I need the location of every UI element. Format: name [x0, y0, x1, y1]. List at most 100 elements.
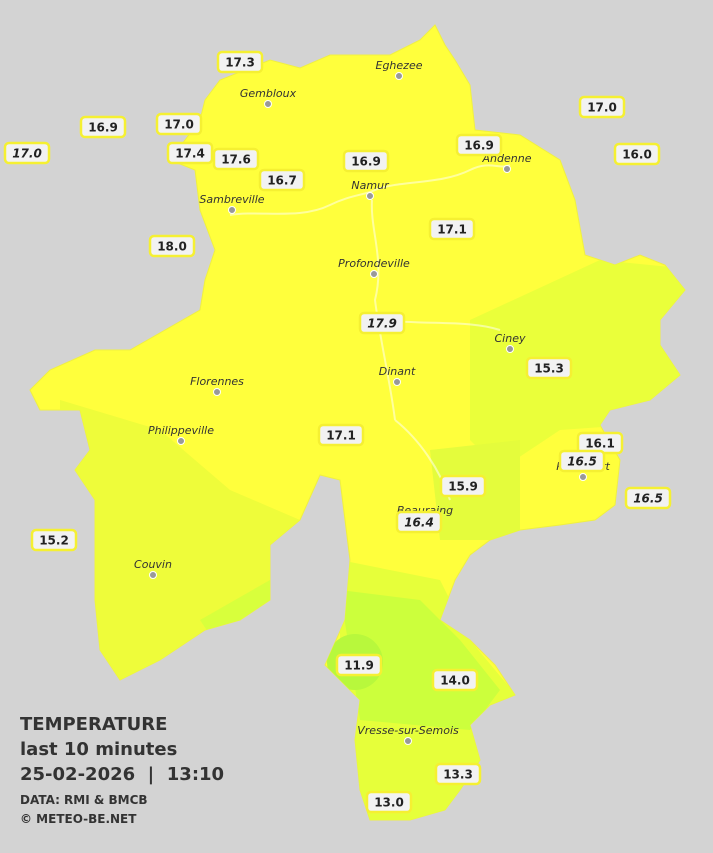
station-value: 16.9 [351, 155, 381, 169]
town-dot [404, 737, 412, 745]
town-label: Eghezee [376, 59, 423, 72]
station-value: 13.0 [374, 796, 404, 810]
town-dot [213, 388, 221, 396]
town-label: Florennes [190, 375, 244, 388]
station-value: 11.9 [344, 659, 374, 673]
station: 17.0 [3, 141, 51, 165]
town-dot [503, 165, 511, 173]
station: 17.6 [212, 147, 260, 171]
town-dot [579, 473, 587, 481]
legend-credit: © METEO-BE.NET [20, 812, 137, 826]
station: 15.2 [30, 528, 78, 552]
station-value: 17.1 [437, 223, 467, 237]
station-value: 18.0 [157, 240, 187, 254]
town-dot [370, 270, 378, 278]
station-box [358, 311, 406, 335]
station-box [431, 668, 479, 692]
station: 16.5 [558, 449, 606, 473]
station-box [365, 790, 413, 814]
station-value: 14.0 [440, 674, 470, 688]
station-box [434, 762, 482, 786]
station: 17.1 [317, 423, 365, 447]
town-label: Gembloux [240, 87, 297, 100]
station: 17.4 [166, 141, 214, 165]
station-box [428, 217, 476, 241]
station-box [395, 510, 443, 534]
station: 11.9 [335, 653, 383, 677]
legend-subtitle: last 10 minutes [20, 739, 177, 760]
station: 17.9 [358, 311, 406, 335]
province [29, 24, 686, 821]
station: 17.3 [216, 50, 264, 74]
station-box [335, 653, 383, 677]
station-value: 16.5 [633, 492, 663, 506]
station-value: 16.4 [404, 516, 434, 530]
station: 16.7 [258, 168, 306, 192]
legend-source: DATA: RMI & BMCB [20, 793, 148, 807]
station-box [624, 486, 672, 510]
station-value: 16.7 [267, 174, 297, 188]
town-label: Dinant [379, 365, 416, 378]
station-value: 16.9 [464, 139, 494, 153]
station-value: 16.1 [585, 437, 615, 451]
station-box [613, 142, 661, 166]
station-box [166, 141, 214, 165]
station-box [30, 528, 78, 552]
station-box [79, 115, 127, 139]
station-value: 17.1 [326, 429, 356, 443]
station: 17.1 [428, 217, 476, 241]
station: 13.0 [365, 790, 413, 814]
town-label: Vresse-sur-Semois [357, 724, 459, 737]
station-value: 17.6 [221, 153, 251, 167]
station-value: 16.5 [567, 455, 597, 469]
station-box [439, 474, 487, 498]
station-box [216, 50, 264, 74]
station-value: 13.3 [443, 768, 473, 782]
station-box [258, 168, 306, 192]
station-box [317, 423, 365, 447]
station-value: 15.3 [534, 362, 564, 376]
legend-datetime: 25-02-2026 | 13:10 [20, 764, 224, 785]
station-box [155, 112, 203, 136]
station-box [342, 149, 390, 173]
station: 16.4 [395, 510, 443, 534]
station-value: 17.9 [367, 317, 397, 331]
station-value: 15.2 [39, 534, 69, 548]
town-dot [506, 345, 514, 353]
town-dot [149, 571, 157, 579]
station-box [525, 356, 573, 380]
station-box [212, 147, 260, 171]
station-box [3, 141, 51, 165]
station: 17.0 [155, 112, 203, 136]
town-dot [177, 437, 185, 445]
town-label: Ciney [495, 332, 526, 345]
station-value: 17.0 [164, 118, 194, 132]
town-label: Namur [351, 179, 390, 192]
station-value: 17.0 [587, 101, 617, 115]
station: 17.0 [578, 95, 626, 119]
town-dot [393, 378, 401, 386]
station-value: 17.4 [175, 147, 205, 161]
station-value: 17.3 [225, 56, 255, 70]
station: 16.9 [79, 115, 127, 139]
station-box [578, 95, 626, 119]
station-box [148, 234, 196, 258]
legend-title: TEMPERATURE [20, 714, 167, 735]
town-label: Profondeville [338, 257, 410, 270]
station: 16.9 [455, 133, 503, 157]
town-label: Sambreville [199, 193, 264, 206]
station-value: 16.9 [88, 121, 118, 135]
station: 16.5 [624, 486, 672, 510]
town-dot [228, 206, 236, 214]
station-box [455, 133, 503, 157]
station: 18.0 [148, 234, 196, 258]
town-label: Philippeville [148, 424, 214, 437]
station-value: 15.9 [448, 480, 478, 494]
station: 15.3 [525, 356, 573, 380]
town-dot [264, 100, 272, 108]
station: 16.9 [342, 149, 390, 173]
station-box [558, 449, 606, 473]
station: 13.3 [434, 762, 482, 786]
station: 16.0 [613, 142, 661, 166]
